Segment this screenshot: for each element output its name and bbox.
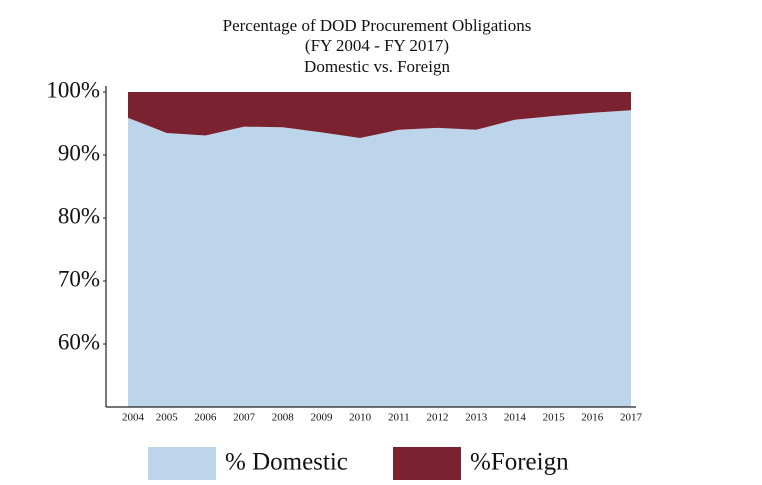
x-tick-label: 2011 (388, 412, 410, 424)
x-tick-label: 2004 (122, 412, 145, 424)
x-tick-label: 2014 (504, 412, 527, 424)
legend-label: %Foreign (470, 449, 569, 476)
y-tick-label: 90% (58, 140, 100, 165)
legend-label: % Domestic (225, 449, 348, 476)
chart-subtitle: Domestic vs. Foreign (304, 57, 450, 76)
x-tick-label: 2009 (310, 412, 333, 424)
x-tick-label: 2010 (349, 412, 372, 424)
area (128, 110, 631, 408)
y-tick-label: 100% (46, 77, 100, 102)
y-tick-label: 80% (58, 203, 100, 228)
x-tick-label: 2008 (272, 412, 295, 424)
x-tick-label: 2006 (194, 412, 217, 424)
y-tick-label: 60% (58, 329, 100, 354)
x-tick-label: 2013 (465, 412, 488, 424)
legend-swatch (148, 447, 216, 480)
chart-subtitle: (FY 2004 - FY 2017) (305, 36, 449, 55)
chart-title: Percentage of DOD Procurement Obligation… (223, 16, 532, 35)
legend-swatch (393, 447, 461, 480)
x-tick-label: 2012 (427, 412, 449, 424)
x-tick-label: 2007 (233, 412, 256, 424)
y-tick-label: 70% (58, 266, 100, 291)
x-tick-label: 2016 (581, 412, 604, 424)
x-tick-label: 2015 (543, 412, 566, 424)
x-tick-label: 2017 (620, 412, 643, 424)
x-tick-label: 2005 (156, 412, 179, 424)
area (128, 92, 631, 138)
